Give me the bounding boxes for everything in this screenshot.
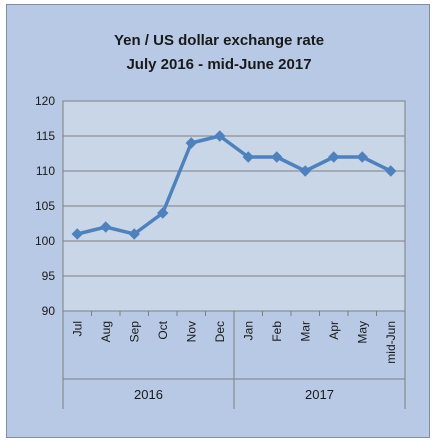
data-point — [128, 228, 140, 240]
chart-svg: Yen / US dollar exchange rate July 2016 … — [35, 32, 406, 409]
y-tick-label: 100 — [35, 234, 55, 248]
y-tick-label: 110 — [36, 164, 55, 178]
y-tick-label: 115 — [36, 129, 55, 143]
x-tick-label: Apr — [327, 321, 341, 340]
x-tick-label: Jan — [241, 321, 255, 340]
chart-subtitle: July 2016 - mid-June 2017 — [126, 56, 311, 73]
group-label: 2017 — [305, 387, 334, 402]
x-tick-label: mid-Jun — [384, 321, 398, 364]
y-tick-label: 105 — [35, 199, 55, 213]
group-label: 2016 — [134, 387, 163, 402]
data-point — [242, 151, 254, 163]
y-tick-label: 90 — [42, 304, 56, 318]
x-tick-label: Sep — [127, 321, 141, 343]
x-tick-label: Nov — [184, 321, 198, 342]
x-tick-label: Jul — [70, 321, 84, 336]
data-point — [185, 137, 197, 149]
x-tick-label: Dec — [213, 321, 227, 342]
data-point — [100, 221, 112, 233]
x-tick-label: Feb — [270, 321, 284, 342]
x-tick-label: Mar — [298, 321, 312, 342]
x-tick-label: May — [355, 321, 369, 344]
x-tick-label: Oct — [156, 320, 170, 339]
data-point — [157, 207, 169, 219]
data-point — [299, 165, 311, 177]
x-tick-label: Aug — [99, 321, 113, 342]
chart-title: Yen / US dollar exchange rate — [114, 32, 324, 49]
y-tick-label: 120 — [35, 94, 55, 108]
chart-container: Yen / US dollar exchange rate July 2016 … — [6, 4, 430, 438]
plot-layer: 90 95 100 105 110 115 120 Jul Aug Sep Oct Nov Dec Jan… — [35, 94, 406, 409]
y-tick-label: 95 — [42, 269, 56, 283]
data-point — [385, 165, 397, 177]
data-point — [328, 151, 340, 163]
data-point — [71, 228, 83, 240]
data-point — [356, 151, 368, 163]
data-point — [271, 151, 283, 163]
data-point — [214, 130, 226, 142]
